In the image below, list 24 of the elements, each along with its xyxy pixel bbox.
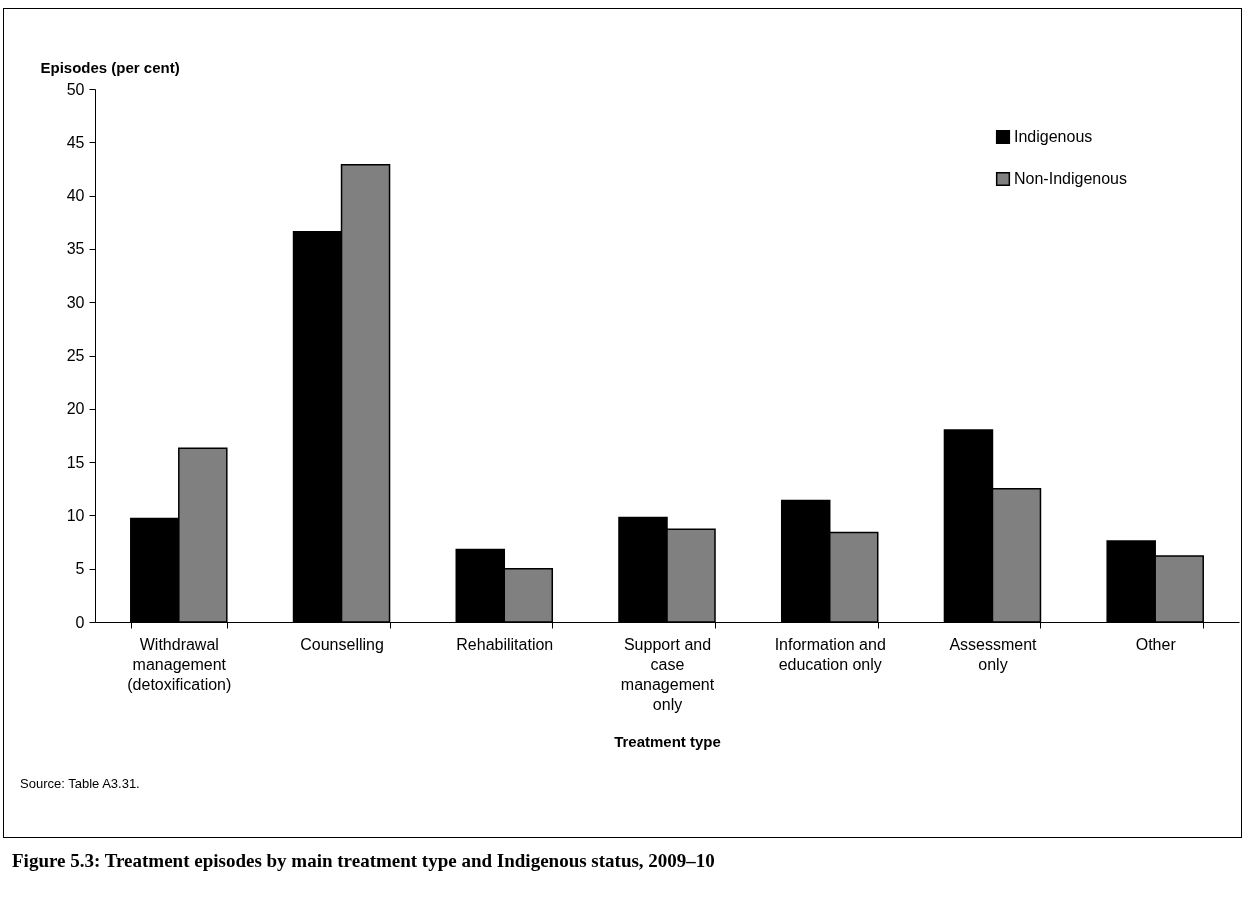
y-tick-label: 45 bbox=[66, 133, 85, 151]
x-tick-label: Rehabilitation bbox=[456, 635, 554, 653]
x-axis-title: Treatment type bbox=[614, 732, 721, 750]
y-tick-label: 15 bbox=[66, 453, 85, 471]
y-tick-label: 20 bbox=[66, 400, 85, 418]
x-tick-label: Withdrawal management (detoxification) bbox=[127, 635, 232, 693]
x-tick-label: Assessment only bbox=[949, 635, 1038, 673]
y-tick-label: 10 bbox=[66, 506, 85, 524]
y-tick-label: 50 bbox=[66, 80, 85, 98]
text: Figure 5.3: Treatment episodes by main treatment type and Indigenous status, 2009–10 bbox=[12, 850, 715, 872]
legend-label: Non-Indigenous bbox=[1014, 170, 1127, 187]
y-tick-label: 35 bbox=[66, 240, 85, 258]
y-tick-label: 25 bbox=[66, 347, 85, 364]
x-tick-label: Support and case management only bbox=[620, 635, 715, 713]
y-tick-label: 0 bbox=[75, 613, 85, 631]
legend-label: Indigenous bbox=[1014, 128, 1093, 145]
x-tick-label: Other bbox=[1135, 635, 1177, 653]
y-tick-label: 5 bbox=[75, 560, 85, 578]
y-tick-label: 30 bbox=[66, 293, 85, 311]
source-note: Source: Table A3.31. bbox=[20, 776, 140, 791]
y-tick-label: 40 bbox=[66, 187, 85, 205]
y-axis-title: Episodes (per cent) bbox=[40, 58, 180, 76]
x-tick-label: Counselling bbox=[300, 635, 384, 653]
x-tick-label: Information and education only bbox=[774, 635, 886, 673]
